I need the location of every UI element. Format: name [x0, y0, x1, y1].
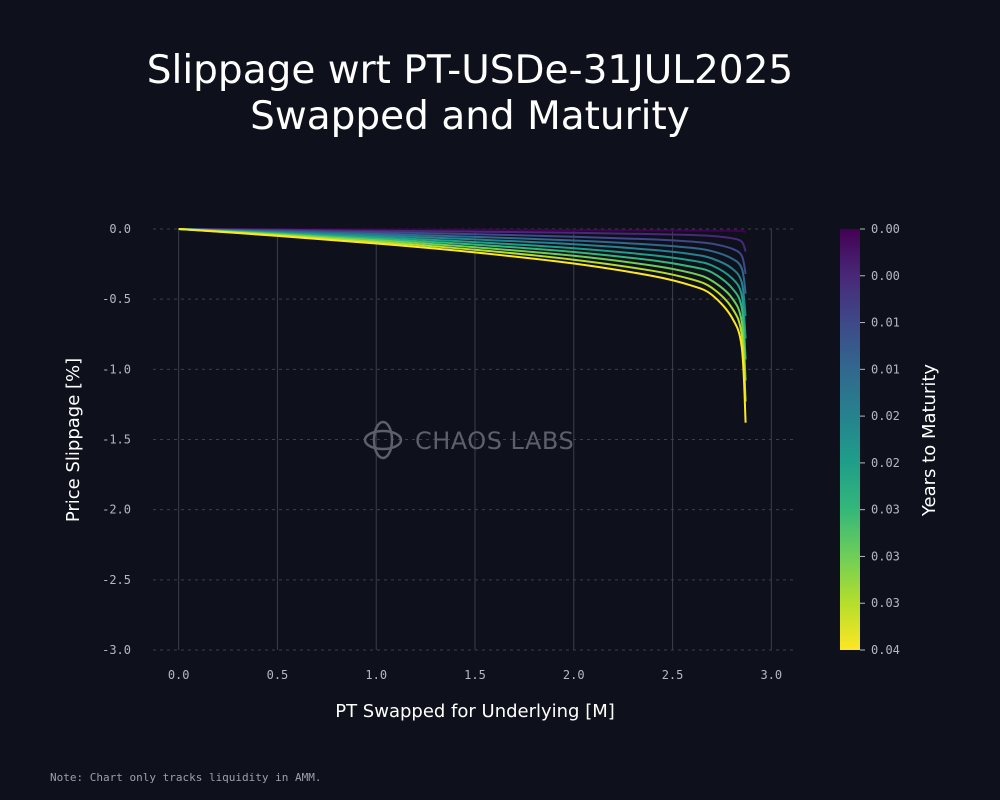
y-tick-label: -0.5	[102, 292, 131, 306]
x-tick-label: 2.0	[563, 668, 585, 682]
series-line-8	[178, 228, 747, 381]
x-axis-label: PT Swapped for Underlying [M]	[335, 701, 615, 722]
series-line-10	[178, 228, 747, 423]
x-tick-label: 1.5	[464, 668, 486, 682]
colorbar	[840, 229, 860, 650]
y-tick-label: 0.0	[109, 222, 131, 236]
colorbar-gradient	[840, 229, 860, 650]
series-line-4	[178, 228, 747, 294]
chart-title: Slippage wrt PT-USDe-31JUL2025 Swapped a…	[0, 48, 940, 140]
x-tick-label: 3.0	[760, 668, 782, 682]
series-line-3	[178, 228, 747, 275]
y-tick-label: -3.0	[102, 643, 131, 657]
series-line-5	[178, 228, 747, 317]
watermark-text: CHAOS LABS	[415, 427, 574, 455]
colorbar-tick-label: 0.00	[871, 222, 900, 236]
series-lines	[178, 228, 747, 423]
y-tick-label: -2.5	[102, 573, 131, 587]
chart-title-line2: Swapped and Maturity	[250, 94, 690, 139]
footnote: Note: Chart only tracks liquidity in AMM…	[50, 771, 322, 784]
colorbar-label: Years to Maturity	[919, 364, 940, 517]
y-tick-label: -1.0	[102, 362, 131, 376]
colorbar-tick-label: 0.02	[871, 456, 900, 470]
chaos-labs-logo-icon	[363, 420, 403, 460]
x-tick-label: 0.5	[267, 668, 289, 682]
colorbar-tick-label: 0.04	[871, 643, 900, 657]
x-tick-labels: 0.0 0.5 1.0 1.5 2.0 2.5 3.0	[168, 668, 782, 682]
colorbar-tick-label: 0.01	[871, 316, 900, 330]
colorbar-tick-label: 0.03	[871, 596, 900, 610]
y-tick-labels: 0.0 -0.5 -1.0 -1.5 -2.0 -2.5 -3.0	[102, 222, 131, 657]
chaos-labs-watermark: CHAOS LABS	[363, 420, 574, 460]
y-axis-label: Price Slippage [%]	[63, 358, 84, 522]
chart-title-line1: Slippage wrt PT-USDe-31JUL2025	[146, 48, 794, 93]
x-tick-label: 2.5	[662, 668, 684, 682]
colorbar-tick-label: 0.03	[871, 503, 900, 517]
colorbar-tick-label: 0.03	[871, 549, 900, 563]
y-tick-label: -1.5	[102, 433, 131, 447]
colorbar-tick-label: 0.00	[871, 269, 900, 283]
colorbar-tick-labels: 0.00 0.00 0.01 0.01 0.02 0.02 0.03 0.03 0.03 0.04	[860, 222, 900, 657]
y-tick-label: -2.0	[102, 503, 131, 517]
x-tick-label: 1.0	[365, 668, 387, 682]
x-tick-label: 0.0	[168, 668, 190, 682]
colorbar-tick-label: 0.01	[871, 362, 900, 376]
series-line-7	[178, 228, 747, 360]
series-line-2	[178, 228, 747, 252]
series-line-9	[178, 228, 747, 402]
series-line-6	[178, 228, 747, 339]
colorbar-tick-label: 0.02	[871, 409, 900, 423]
